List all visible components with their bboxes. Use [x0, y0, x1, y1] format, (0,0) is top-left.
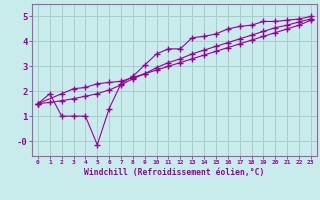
X-axis label: Windchill (Refroidissement éolien,°C): Windchill (Refroidissement éolien,°C) — [84, 168, 265, 177]
